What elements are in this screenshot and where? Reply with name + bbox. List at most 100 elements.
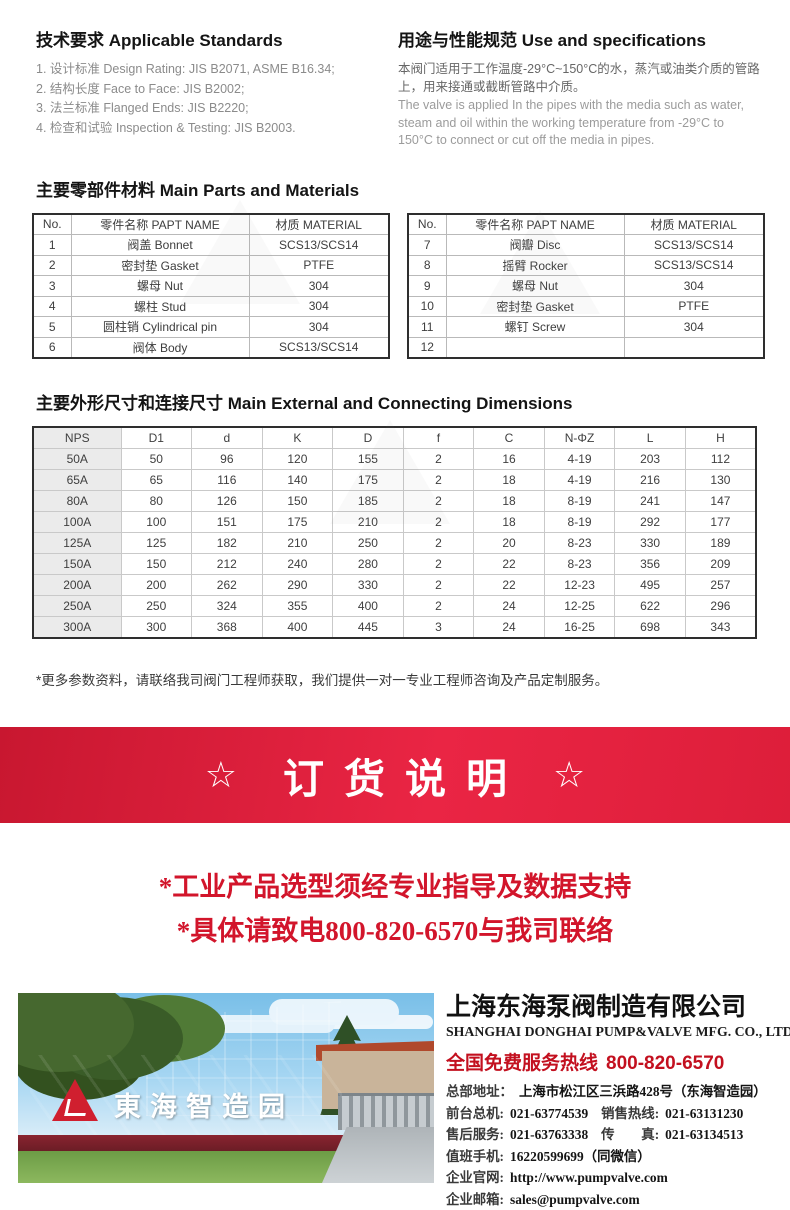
table-cell: 4-19 [544, 470, 615, 491]
table-cell: 阀盖 Bonnet [71, 235, 249, 256]
parts-title: 主要零部件材料 Main Parts and Materials [36, 176, 762, 201]
table-cell: 18 [474, 470, 545, 491]
column-header: 材质 MATERIAL [249, 214, 389, 235]
table-cell: 151 [192, 512, 263, 533]
table-cell: SCS13/SCS14 [249, 337, 389, 358]
column-header: D [333, 427, 404, 449]
column-header: 零件名称 PAPT NAME [71, 214, 249, 235]
table-cell: 185 [333, 491, 404, 512]
table-cell: 密封垫 Gasket [71, 255, 249, 276]
table-cell: 304 [249, 317, 389, 338]
table-cell: 355 [262, 596, 333, 617]
table-cell: 4 [33, 296, 71, 317]
column-header: C [474, 427, 545, 449]
usage-text-cn: 本阀门适用于工作温度-29°C~150°C的水，蒸汽或油类介质的管路上，用来接通… [398, 60, 762, 96]
table-cell: 9 [408, 276, 446, 297]
contact-label: 售后服务: [446, 1127, 504, 1142]
company-logo-mark [64, 1099, 89, 1116]
contact-value: 16220599699（同微信） [510, 1149, 651, 1164]
standard-item: 4. 检查和试验 Inspection & Testing: JIS B2003… [36, 119, 374, 139]
table-cell: SCS13/SCS14 [249, 235, 389, 256]
table-cell: 12-23 [544, 575, 615, 596]
table-cell: PTFE [624, 296, 764, 317]
table-cell: 摇臂 Rocker [446, 255, 624, 276]
table-cell: 125A [33, 533, 121, 554]
contact-label: 传 真: [601, 1127, 659, 1142]
column-header: N-ΦZ [544, 427, 615, 449]
order-slogan-line: *工业产品选型须经专业指导及数据支持 [0, 865, 790, 909]
table-cell: 8-19 [544, 512, 615, 533]
table-cell: 250 [333, 533, 404, 554]
table-cell: 445 [333, 617, 404, 639]
table-cell: 10 [408, 296, 446, 317]
table-cell: 126 [192, 491, 263, 512]
table-cell: 290 [262, 575, 333, 596]
column-header: d [192, 427, 263, 449]
table-cell: 密封垫 Gasket [446, 296, 624, 317]
table-cell: 400 [262, 617, 333, 639]
table-cell: 12 [408, 337, 446, 358]
table-cell: 2 [403, 575, 474, 596]
table-cell: 18 [474, 512, 545, 533]
column-header: K [262, 427, 333, 449]
table-cell: 147 [685, 491, 756, 512]
contact-line: 企业官网:http://www.pumpvalve.com [446, 1167, 790, 1189]
order-banner-title: 订货说明 [263, 745, 527, 805]
table-cell: 24 [474, 596, 545, 617]
star-icon: ☆ [205, 754, 237, 796]
column-header: f [403, 427, 474, 449]
table-cell: 50 [121, 449, 192, 470]
contact-value: http://www.pumpvalve.com [510, 1170, 668, 1185]
contact-label: 销售热线: [601, 1106, 659, 1121]
order-instructions-banner: ☆ 订货说明 ☆ [0, 727, 790, 823]
contact-value: 上海市松江区三浜路428号（东海智造园） [519, 1084, 767, 1099]
table-cell: 296 [685, 596, 756, 617]
table-cell: 304 [624, 317, 764, 338]
column-header: 零件名称 PAPT NAME [446, 214, 624, 235]
table-cell: 80 [121, 491, 192, 512]
table-cell: 2 [403, 512, 474, 533]
table-cell: 24 [474, 617, 545, 639]
table-cell: 280 [333, 554, 404, 575]
table-cell: 2 [403, 449, 474, 470]
table-cell: 175 [333, 470, 404, 491]
table-cell: 12-25 [544, 596, 615, 617]
table-cell: 16 [474, 449, 545, 470]
table-cell: 1 [33, 235, 71, 256]
footer: 東海智造园 上海东海泵阀制造有限公司 SHANGHAI DONGHAI PUMP… [18, 993, 776, 1210]
table-cell: 257 [685, 575, 756, 596]
table-cell: 216 [615, 470, 686, 491]
table-cell: 螺柱 Stud [71, 296, 249, 317]
table-cell [446, 337, 624, 358]
table-cell: 250 [121, 596, 192, 617]
column-header: H [685, 427, 756, 449]
table-cell: 阀体 Body [71, 337, 249, 358]
table-cell: 155 [333, 449, 404, 470]
table-cell: 3 [403, 617, 474, 639]
table-cell: 螺钉 Screw [446, 317, 624, 338]
top-columns: 技术要求 Applicable Standards 1. 设计标准 Design… [0, 0, 790, 150]
company-name-cn: 上海东海泵阀制造有限公司 [446, 993, 790, 1021]
table-cell: 112 [685, 449, 756, 470]
table-cell: 2 [403, 470, 474, 491]
table-cell: 100 [121, 512, 192, 533]
contact-label: 企业邮箱: [446, 1192, 504, 1207]
